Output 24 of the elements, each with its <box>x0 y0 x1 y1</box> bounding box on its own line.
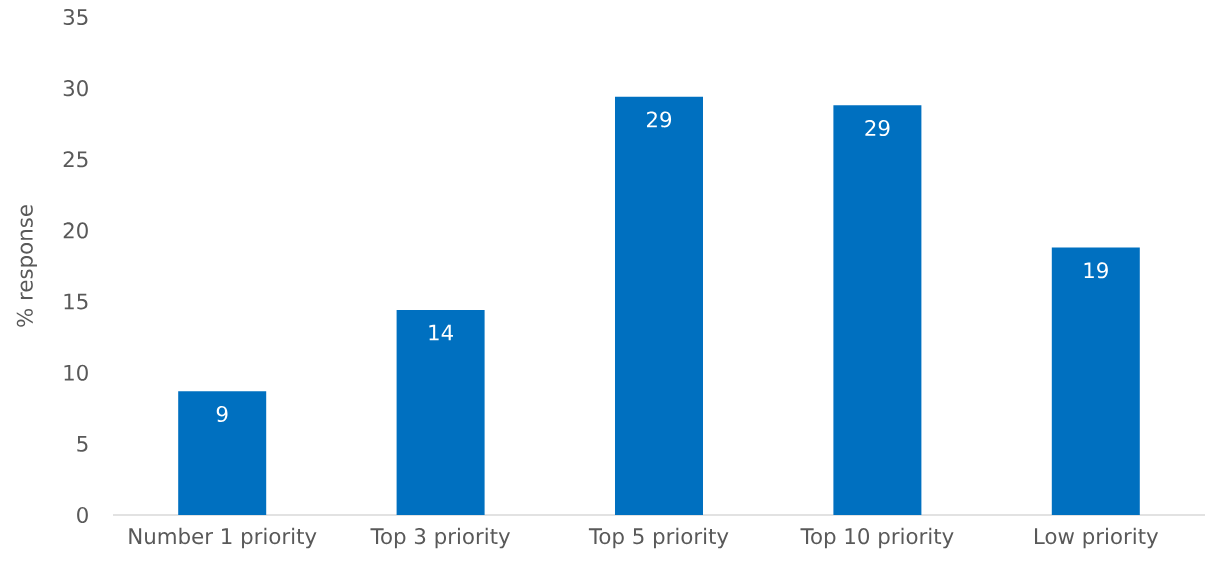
y-tick-label: 15 <box>64 293 88 310</box>
y-tick-label: 10 <box>64 364 88 381</box>
x-tick-label: Top 5 priority <box>588 527 729 549</box>
y-tick-label: 20 <box>63 222 88 239</box>
y-tick-label: 35 <box>63 8 88 26</box>
y-tick-label: 5 <box>77 435 88 452</box>
bar <box>1051 247 1140 515</box>
x-tick-label: Top 3 priority <box>370 527 511 549</box>
x-tick-label: Top 10 priority <box>800 527 954 549</box>
y-tick-label: 0 <box>77 506 88 524</box>
bar <box>178 391 267 515</box>
data-label: 29 <box>647 111 672 128</box>
y-tick-label: 30 <box>63 80 88 97</box>
y-tick-label: 25 <box>63 151 88 168</box>
data-label: 14 <box>429 324 453 341</box>
x-tick-label: Number 1 priority <box>129 527 317 549</box>
x-tick-label: Low priority <box>1035 527 1159 549</box>
data-label: 29 <box>865 119 890 137</box>
y-axis-title: % response <box>16 205 37 327</box>
data-label: 9 <box>216 405 228 423</box>
data-label: 19 <box>1084 262 1108 279</box>
bar <box>833 105 922 515</box>
bar <box>396 310 485 515</box>
bar <box>615 96 703 515</box>
